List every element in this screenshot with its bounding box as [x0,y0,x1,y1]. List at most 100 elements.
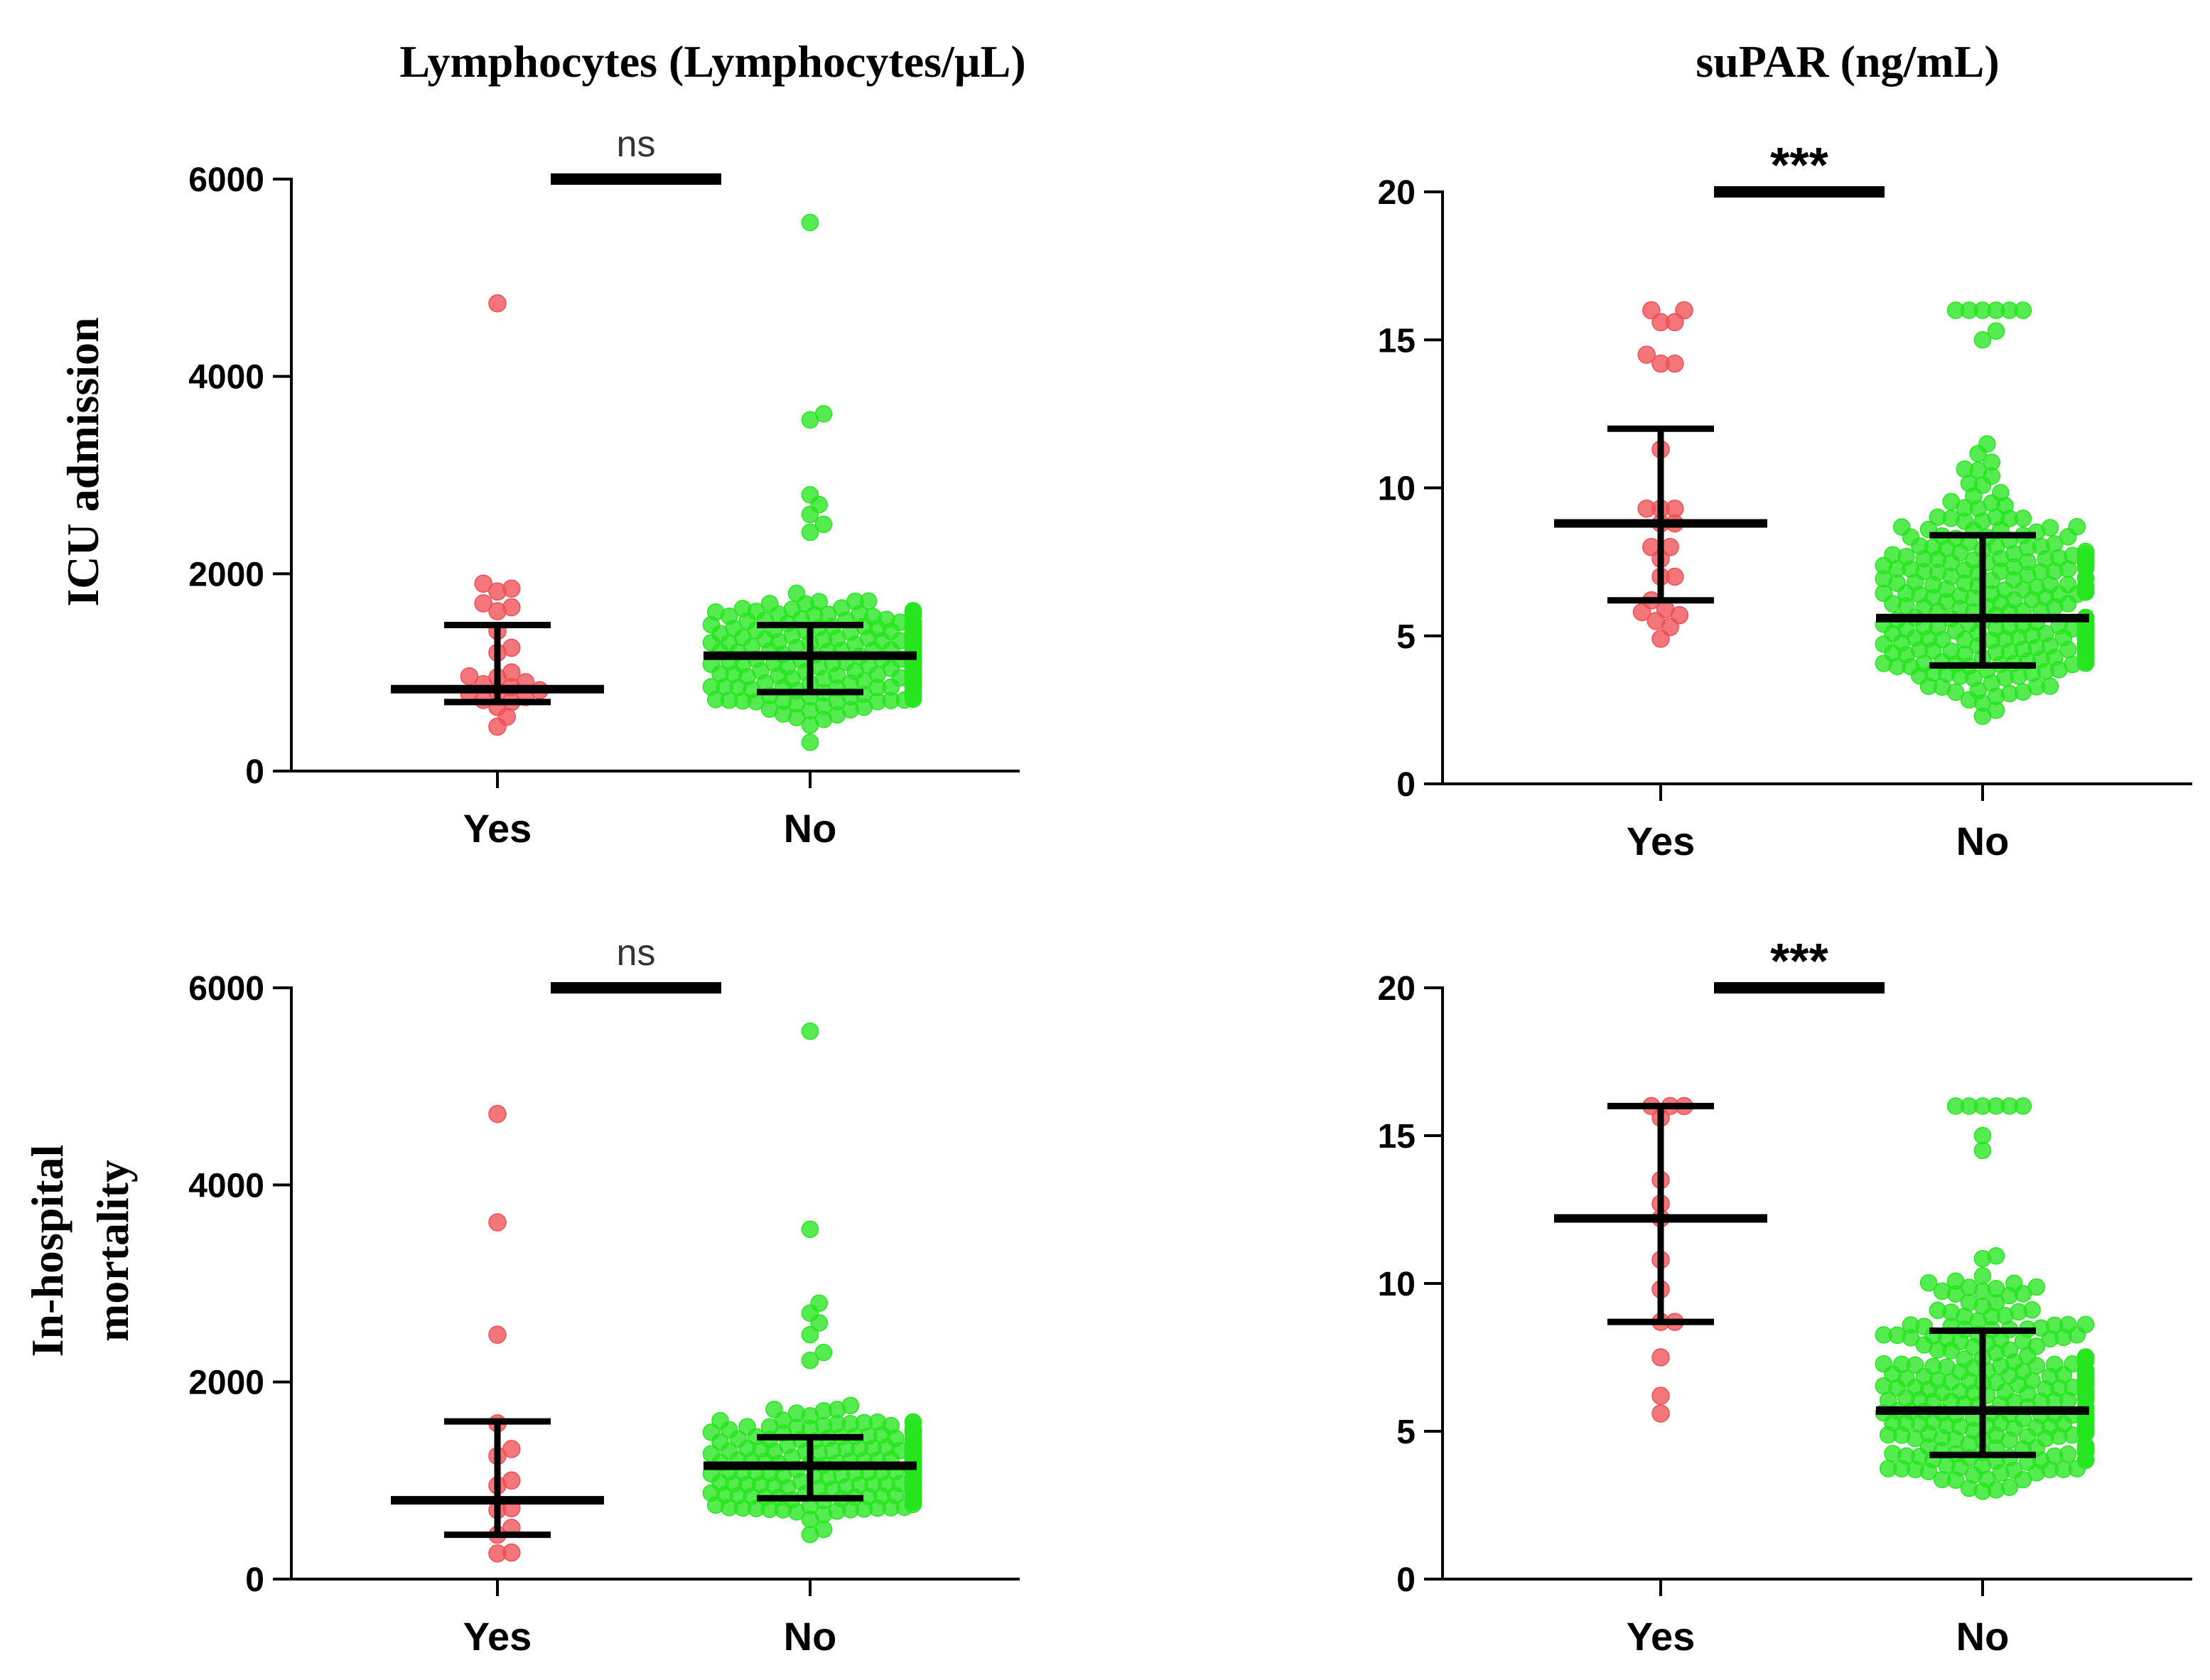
data-point [702,615,721,634]
y-tick-label: 0 [1396,766,1416,804]
summary-no [1876,1328,2089,1458]
data-point [474,594,492,613]
x-tick-label-no: No [1956,1614,2010,1659]
data-point [2059,560,2077,578]
data-point [488,602,507,620]
data-point [2005,571,2023,588]
x-tick-label-yes: Yes [1627,819,1696,863]
data-point [756,674,775,692]
data-point [488,1544,507,1563]
panel-icu-lymphocytes: 0 2000 4000 6000 Yes No ns [188,124,1020,851]
data-point [1666,313,1684,332]
data-point [1965,669,1983,687]
data-point [801,733,819,751]
significance-label: *** [1770,933,1828,989]
data-point [1946,301,1965,319]
data-point [1919,677,1938,695]
data-point [1924,576,1942,594]
data-point [1938,1456,1956,1475]
data-point [1661,618,1679,637]
significance-label: ns [617,932,656,974]
data-point [2054,1366,2073,1384]
data-point [1956,512,1973,530]
panel-icu-supar: 0 5 10 15 20 Yes No *** [1378,137,2192,863]
data-point [2059,1315,2077,1334]
data-point [810,1314,828,1332]
data-point [2037,1380,2054,1398]
data-point [1911,586,1929,603]
data-point [2019,1428,2037,1445]
data-point [770,667,787,684]
data-point [904,685,922,703]
data-point [720,1442,738,1460]
data-point [460,667,479,686]
data-point [1987,1293,2005,1312]
data-point [2076,1365,2095,1383]
data-point [2076,1387,2095,1406]
data-point [2014,1097,2032,1115]
y-tick-label: 20 [1378,970,1416,1008]
data-point [2041,677,2059,695]
points-yes [460,294,549,736]
data-point [488,1213,507,1232]
data-point [873,1487,891,1505]
data-point [1973,1249,1992,1268]
data-point [801,1351,819,1369]
data-point [801,505,819,524]
data-point [1956,631,1973,649]
data-point [2037,625,2054,642]
x-tick-label-no: No [784,806,837,851]
row-title-line-2: mortality [87,1160,138,1342]
data-point [1973,1141,1992,1160]
data-point [2027,1357,2046,1375]
data-point [1902,1316,1920,1334]
data-point [738,1439,756,1458]
data-point [2014,1285,2032,1303]
data-point [1670,605,1689,625]
data-point [819,1468,837,1487]
data-point [1956,574,1973,593]
data-point [1632,603,1651,622]
data-point [1973,694,1992,712]
data-point [841,1414,860,1433]
y-tick-label: 0 [245,1561,264,1599]
data-point [2037,1429,2054,1448]
data-point [2076,1315,2095,1334]
row-title-icu-admission: ICU admission [58,317,108,606]
data-point [1933,1384,1951,1401]
x-tick-label-no: No [784,1614,837,1659]
y-tick-label: 6000 [188,161,264,199]
summary-yes [1554,1102,1767,1325]
data-point [1888,1326,1907,1345]
data-point [787,1503,806,1521]
data-point [2068,1460,2086,1477]
y-tick-label: 5 [1396,618,1416,656]
data-point [801,1325,819,1344]
data-point [801,411,819,429]
data-point [1992,484,2010,502]
data-point [2014,1332,2032,1350]
row-title-in-hospital-mortality: In-hospital mortality [22,1145,138,1357]
data-point [1666,567,1684,586]
data-point [1888,574,1907,592]
data-point [2068,517,2086,536]
data-point [1675,301,1693,320]
data-point [904,1434,922,1453]
data-point [1892,1426,1911,1444]
data-point [474,574,492,593]
data-point [1919,1438,1938,1456]
panel-mortality-lymphocytes: 0 2000 4000 6000 Yes No ns [188,932,1020,1659]
x-tick-label-yes: Yes [1627,1614,1696,1659]
data-point [1651,1386,1670,1405]
data-point [1973,331,1992,349]
data-point [1946,1097,1965,1115]
column-title-lymphocytes: Lymphocytes (Lymphocytes/µL) [399,36,1025,87]
summary-yes [1554,425,1767,604]
data-point [904,1475,922,1492]
data-point [1919,1274,1938,1292]
data-point [1915,1367,1934,1386]
data-point [882,691,900,709]
data-point [1651,1348,1670,1367]
data-point [2032,650,2050,668]
data-point [2014,301,2032,319]
